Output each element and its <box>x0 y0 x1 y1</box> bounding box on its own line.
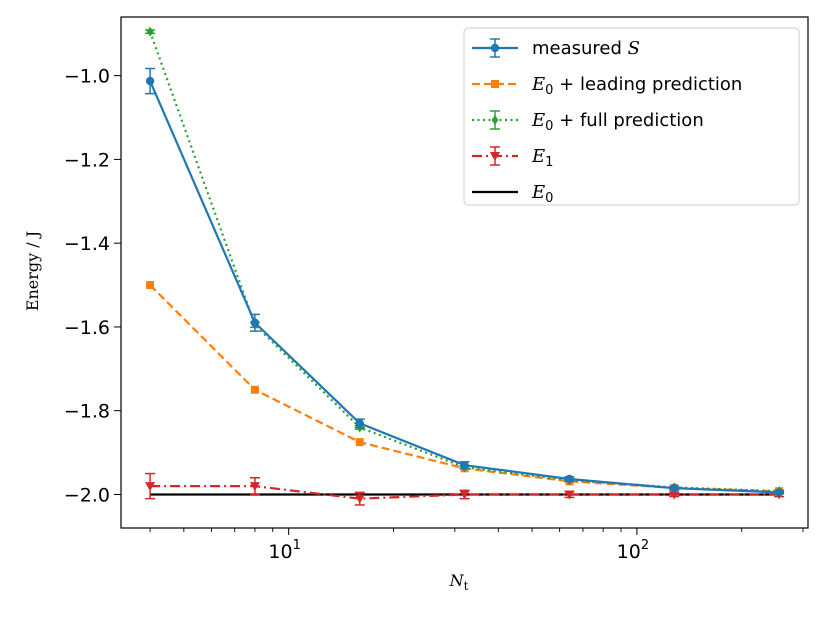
data-point <box>459 490 470 500</box>
legend-symbol: E <box>531 74 545 95</box>
data-point <box>355 438 364 447</box>
y-tick-label: −1.0 <box>64 66 110 88</box>
legend-label: E0 <box>531 182 553 206</box>
x-tick-base: 10 <box>617 541 641 563</box>
legend-symbol: S <box>628 38 640 59</box>
y-tick-label: −1.6 <box>64 317 110 339</box>
legend-label: E0 + full prediction <box>531 110 704 134</box>
legend-marker <box>491 80 499 88</box>
legend-entry: E0 + leading prediction <box>472 74 742 98</box>
legend-subscript: 0 <box>545 191 553 206</box>
legend-marker <box>491 115 499 125</box>
legend-subscript: 0 <box>545 83 553 98</box>
legend-label: measured S <box>532 38 640 59</box>
legend-entry: E0 <box>472 182 553 206</box>
plot-series <box>145 26 785 506</box>
legend-entry: E0 + full prediction <box>472 110 704 134</box>
y-axis: −2.0 −1.8 −1.6 −1.4 −1.2 −1.0 <box>64 66 121 506</box>
legend-marker <box>490 43 500 53</box>
x-tick-label: 102 <box>617 538 649 563</box>
legend-subscript: 0 <box>545 119 553 134</box>
data-point <box>565 474 574 484</box>
series-e1 <box>145 472 785 506</box>
data-point <box>564 490 575 500</box>
x-tick-exponent: 1 <box>293 538 301 553</box>
y-tick-label: −1.2 <box>64 149 110 171</box>
legend-box <box>463 27 800 206</box>
legend-marker <box>490 152 500 161</box>
legend-symbol: E <box>531 110 545 131</box>
data-point <box>669 490 680 500</box>
legend-symbol: E <box>531 146 545 167</box>
legend-symbol: E <box>531 182 545 203</box>
legend-subscript: 1 <box>545 155 553 170</box>
data-point <box>670 484 679 493</box>
y-axis-label: Energy / J <box>23 231 42 311</box>
x-tick-exponent: 2 <box>641 538 649 553</box>
legend-text-part: measured <box>532 38 622 59</box>
legend-label: E1 <box>531 146 553 170</box>
x-tick-base: 10 <box>268 541 292 563</box>
y-tick-label: −1.8 <box>64 401 110 423</box>
legend-entry: measured S <box>472 38 640 59</box>
data-point <box>354 494 365 504</box>
plot-frame <box>120 16 809 529</box>
series-measured-s <box>145 67 785 497</box>
data-point <box>774 488 784 497</box>
data-point <box>145 482 156 492</box>
data-point <box>250 385 259 394</box>
legend-text-part: + leading prediction <box>553 74 742 95</box>
y-tick-label: −1.4 <box>64 233 110 255</box>
legend-entry: E1 <box>472 146 553 170</box>
legend-label: E0 + leading prediction <box>531 74 742 98</box>
data-point <box>249 482 260 492</box>
x-tick-label: 101 <box>268 538 300 563</box>
data-point <box>146 26 154 37</box>
x-axis: 101 102 <box>149 528 804 563</box>
x-axis-label: Nt <box>449 571 469 593</box>
data-point <box>355 419 364 428</box>
series-line <box>149 284 780 493</box>
data-point <box>250 318 260 327</box>
y-tick-label: −2.0 <box>64 484 110 506</box>
data-point <box>460 460 469 470</box>
data-point <box>145 76 155 86</box>
legend-text-part: + full prediction <box>553 110 703 131</box>
data-point <box>146 281 155 290</box>
